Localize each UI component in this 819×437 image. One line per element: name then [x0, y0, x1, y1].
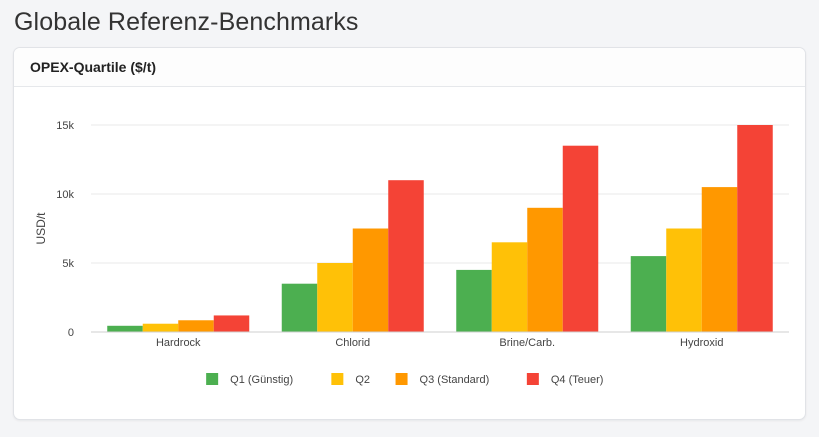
bar-hardrock-q2[interactable] [142, 323, 179, 332]
bar-brine-carb--q4[interactable] [562, 145, 599, 332]
bar-chlorid-q2[interactable] [317, 263, 353, 332]
x-tick-label: Hydroxid [680, 337, 723, 349]
x-tick-label: Hardrock [156, 337, 201, 349]
chart-card: OPEX-Quartile ($/t) 0 5k 10k 15k USD/t Hardro… [13, 47, 806, 420]
y-tick-label: 0 [68, 327, 74, 339]
bar-hydroxid-q2[interactable] [666, 228, 702, 333]
bars-layer [107, 125, 773, 332]
card-title: OPEX-Quartile ($/t) [30, 59, 157, 75]
legend-swatch[interactable] [206, 373, 219, 385]
bar-hardrock-q1[interactable] [107, 325, 143, 332]
y-tick-label: 5k [62, 258, 74, 270]
bar-brine-carb--q3[interactable] [527, 207, 563, 332]
bar-chlorid-q1[interactable] [281, 283, 318, 332]
bar-brine-carb--q2[interactable] [491, 242, 528, 332]
legend-label[interactable]: Q4 (Teuer) [551, 374, 604, 386]
page-title: Globale Referenz-Benchmarks [14, 8, 359, 36]
legend-label[interactable]: Q1 (Günstig) [230, 374, 293, 386]
legend-label[interactable]: Q2 [355, 374, 370, 386]
bar-hydroxid-q3[interactable] [701, 187, 738, 332]
x-tick-label: Chlorid [335, 337, 370, 349]
legend-label[interactable]: Q3 (Standard) [420, 374, 490, 386]
bar-chlorid-q3[interactable] [352, 228, 389, 333]
legend-swatch[interactable] [395, 373, 408, 385]
axis-layer: 0 5k 10k 15k USD/t Hardrock Chlorid Brine/Carb.… [34, 120, 789, 349]
card-header: OPEX-Quartile ($/t) [14, 48, 805, 87]
x-tick-label: Brine/Carb. [499, 337, 555, 349]
bar-hydroxid-q4[interactable] [737, 125, 773, 332]
bar-chlorid-q4[interactable] [388, 180, 424, 332]
bar-hardrock-q3[interactable] [178, 320, 214, 332]
y-tick-label: 15k [56, 120, 74, 132]
bar-hardrock-q4[interactable] [213, 315, 250, 332]
bar-hydroxid-q1[interactable] [630, 256, 667, 332]
y-tick-label: 10k [56, 189, 74, 201]
legend-swatch[interactable] [331, 373, 344, 385]
opex-bar-chart: 0 5k 10k 15k USD/t Hardrock Chlorid Brine/Carb.… [34, 120, 789, 386]
y-axis-title: USD/t [34, 212, 48, 245]
legend-swatch[interactable] [526, 373, 539, 385]
legend-layer: Q1 (Günstig) Q2 Q3 (Standard) Q4 (Teuer) [206, 373, 603, 386]
bar-brine-carb--q1[interactable] [456, 269, 492, 332]
